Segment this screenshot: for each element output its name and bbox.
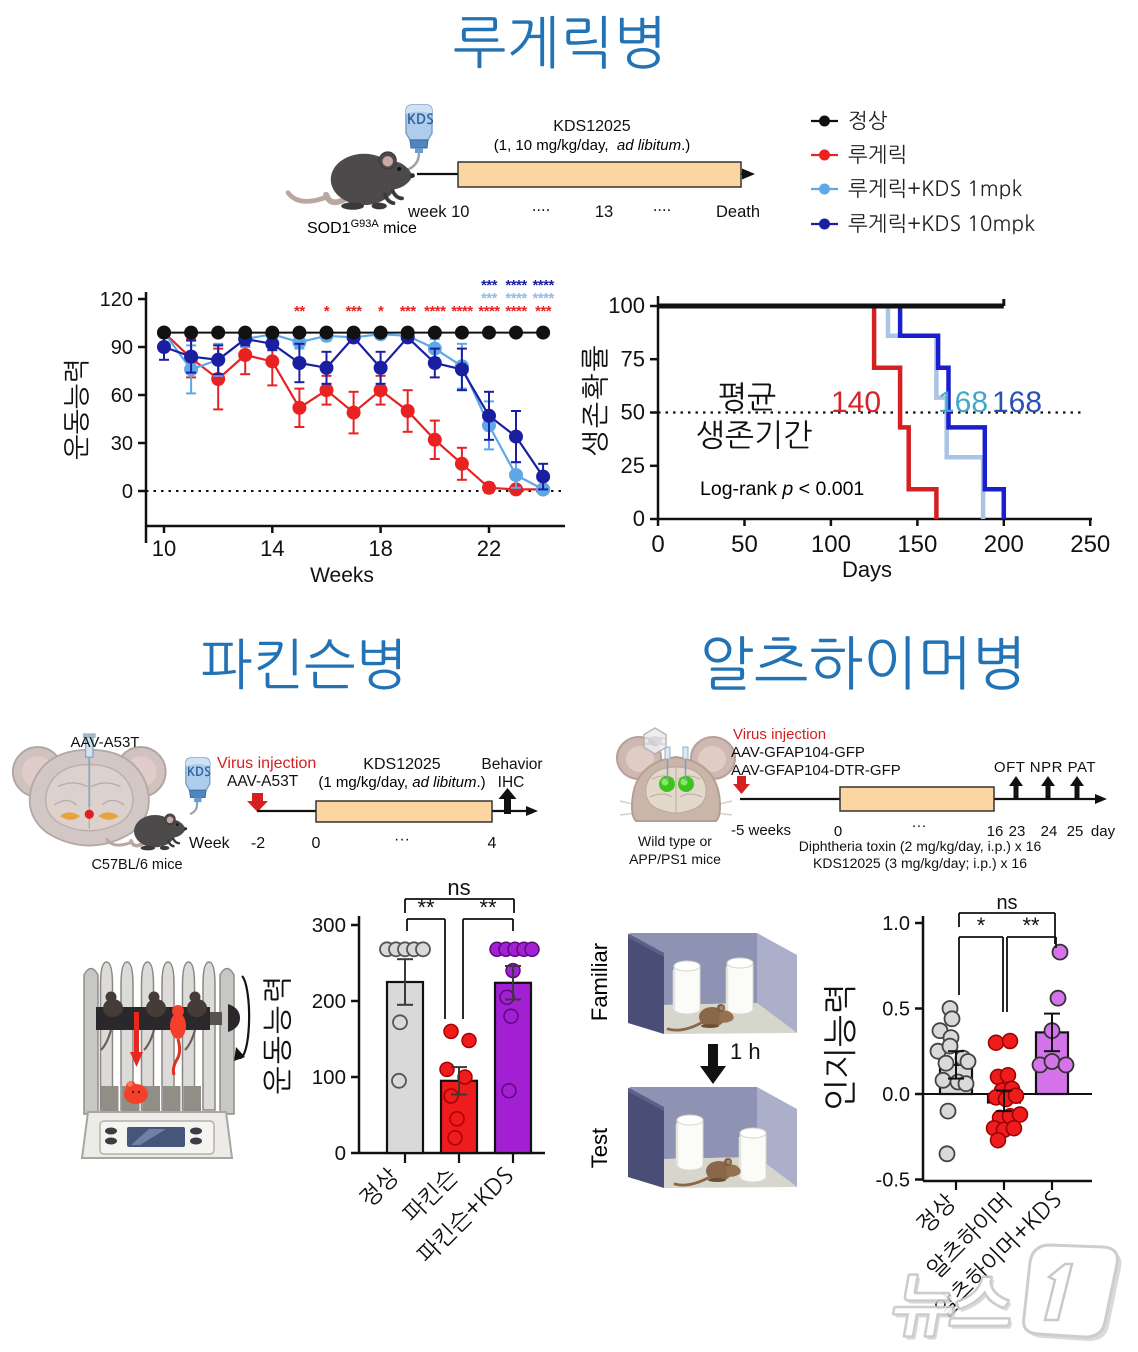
svg-text:0: 0: [312, 835, 321, 852]
svg-text:168: 168: [992, 386, 1042, 419]
svg-text:1.0: 1.0: [882, 913, 910, 935]
svg-text:KDS12025: KDS12025: [363, 756, 440, 773]
svg-text:4: 4: [488, 835, 497, 852]
svg-text:100: 100: [608, 293, 645, 318]
svg-text:****: ****: [451, 303, 473, 320]
svg-text:Week: Week: [189, 835, 231, 852]
svg-text:Log-rank p < 0.001: Log-rank p < 0.001: [700, 478, 864, 500]
svg-text:···: ···: [912, 817, 927, 834]
svg-text:150: 150: [897, 531, 937, 558]
svg-text:200: 200: [984, 531, 1024, 558]
svg-text:Virus injection: Virus injection: [733, 726, 826, 743]
svg-text:-0.5: -0.5: [876, 1170, 910, 1192]
svg-text:****: ****: [424, 303, 446, 320]
svg-text:SOD1G93A mice: SOD1G93A mice: [307, 218, 417, 237]
svg-text:23: 23: [1009, 823, 1026, 840]
svg-text:22: 22: [477, 536, 501, 561]
svg-text:....: ....: [653, 197, 671, 215]
svg-text:Days: Days: [842, 557, 892, 582]
svg-text:60: 60: [111, 385, 133, 407]
svg-text:*: *: [378, 303, 384, 320]
svg-text:KDS12025: KDS12025: [553, 118, 630, 135]
svg-text:****: ****: [532, 290, 554, 307]
svg-text:14: 14: [260, 536, 284, 561]
svg-text:13: 13: [595, 203, 613, 221]
svg-text:30: 30: [111, 433, 133, 455]
svg-text:0: 0: [122, 481, 133, 503]
svg-text:18: 18: [368, 536, 392, 561]
svg-text:-2: -2: [251, 835, 265, 852]
svg-text:****: ****: [505, 277, 527, 294]
svg-text:C57BL/6 mice: C57BL/6 mice: [91, 857, 182, 873]
svg-text:-5 weeks: -5 weeks: [731, 822, 791, 839]
svg-text:IHC: IHC: [498, 774, 525, 791]
svg-text:···: ···: [394, 831, 410, 848]
svg-text:0: 0: [834, 823, 842, 840]
svg-text:***: ***: [481, 290, 498, 307]
svg-text:Virus injection: Virus injection: [217, 755, 316, 772]
svg-text:(1, 10 mg/kg/day, ad libitum.: (1, 10 mg/kg/day, ad libitum.): [494, 137, 691, 154]
svg-text:50: 50: [621, 400, 645, 425]
svg-text:AAV-A53T: AAV-A53T: [227, 773, 299, 790]
svg-text:25: 25: [621, 453, 645, 478]
svg-text:ns: ns: [447, 875, 470, 900]
svg-text:0.5: 0.5: [882, 999, 910, 1021]
svg-text:****: ****: [505, 303, 527, 320]
svg-text:****: ****: [478, 303, 500, 320]
svg-text:AAV-GFAP104-DTR-GFP: AAV-GFAP104-DTR-GFP: [731, 762, 901, 779]
svg-text:90: 90: [111, 337, 133, 359]
svg-text:Familiar: Familiar: [587, 943, 612, 1021]
svg-text:0: 0: [335, 1142, 346, 1165]
svg-text:*: *: [324, 303, 330, 320]
svg-text:0.0: 0.0: [882, 1084, 910, 1106]
svg-text:**: **: [294, 303, 305, 320]
svg-text:Diphtheria toxin (2 mg/kg/day,: Diphtheria toxin (2 mg/kg/day, i.p.) x 1…: [799, 838, 1042, 854]
svg-text:120: 120: [100, 289, 133, 311]
svg-text:Wild type or: Wild type or: [638, 833, 712, 849]
svg-text:16: 16: [987, 823, 1004, 840]
svg-text:200: 200: [312, 990, 346, 1013]
svg-text:168: 168: [938, 386, 988, 419]
svg-text:100: 100: [811, 531, 851, 558]
svg-text:***: ***: [535, 303, 552, 320]
svg-text:Test: Test: [587, 1128, 612, 1168]
svg-text:250: 250: [1070, 531, 1110, 558]
svg-text:AAV-A53T: AAV-A53T: [71, 734, 140, 751]
svg-text:Weeks: Weeks: [310, 564, 374, 587]
svg-text:Behavior: Behavior: [481, 756, 542, 773]
svg-text:....: ....: [532, 197, 550, 215]
svg-text:*: *: [977, 913, 986, 938]
svg-text:140: 140: [831, 386, 881, 419]
svg-text:OFT NPR PAT: OFT NPR PAT: [994, 759, 1096, 776]
svg-text:0: 0: [651, 531, 664, 558]
svg-text:KDS12025 (3 mg/kg/day; i.p.) x: KDS12025 (3 mg/kg/day; i.p.) x 16: [813, 855, 1027, 871]
svg-text:0: 0: [633, 506, 645, 531]
svg-text:day: day: [1091, 823, 1116, 840]
svg-text:**: **: [417, 895, 435, 920]
svg-text:Death: Death: [716, 203, 760, 221]
svg-text:75: 75: [621, 346, 645, 371]
svg-text:300: 300: [312, 914, 346, 937]
svg-text:****: ****: [505, 290, 527, 307]
svg-text:50: 50: [731, 531, 758, 558]
svg-text:24: 24: [1041, 823, 1058, 840]
svg-text:****: ****: [532, 277, 554, 294]
svg-text:10: 10: [152, 536, 176, 561]
svg-text:100: 100: [312, 1066, 346, 1089]
svg-text:1 h: 1 h: [730, 1039, 761, 1064]
svg-text:(1 mg/kg/day, ad libitum.): (1 mg/kg/day, ad libitum.): [318, 774, 485, 791]
svg-text:week 10: week 10: [407, 203, 469, 221]
svg-text:AAV-GFAP104-GFP: AAV-GFAP104-GFP: [731, 744, 865, 761]
svg-text:**: **: [1022, 913, 1040, 938]
svg-text:**: **: [479, 895, 497, 920]
svg-text:***: ***: [400, 303, 417, 320]
svg-text:25: 25: [1067, 823, 1084, 840]
svg-text:***: ***: [481, 277, 498, 294]
svg-text:***: ***: [346, 303, 363, 320]
svg-text:APP/PS1 mice: APP/PS1 mice: [629, 851, 721, 867]
svg-text:ns: ns: [996, 892, 1017, 914]
